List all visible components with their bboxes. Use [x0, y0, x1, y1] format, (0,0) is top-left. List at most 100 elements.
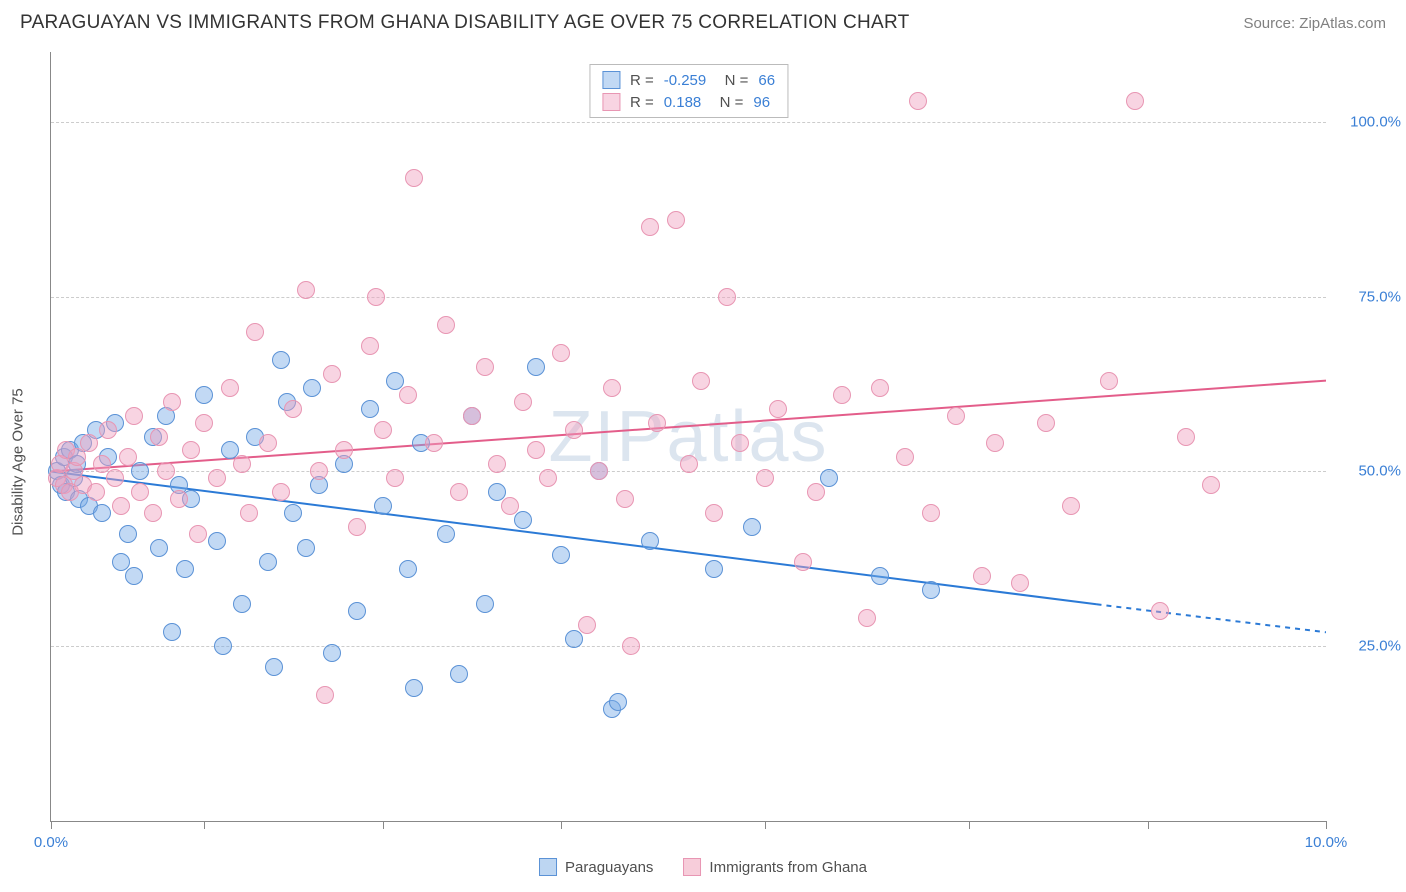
- data-point: [157, 462, 175, 480]
- legend-swatch-blue: [539, 858, 557, 876]
- plot-area: ZIPatlas R = -0.259 N = 66R = 0.188 N = …: [50, 52, 1326, 822]
- y-tick-label: 50.0%: [1331, 463, 1401, 480]
- stats-n-label: N =: [711, 94, 743, 111]
- legend-label-paraguayans: Paraguayans: [565, 859, 653, 876]
- data-point: [756, 469, 774, 487]
- data-point: [1151, 602, 1169, 620]
- data-point: [463, 407, 481, 425]
- data-point: [769, 400, 787, 418]
- stats-r-label: R =: [630, 94, 654, 111]
- data-point: [195, 386, 213, 404]
- data-point: [565, 630, 583, 648]
- data-point: [112, 497, 130, 515]
- chart-header: PARAGUAYAN VS IMMIGRANTS FROM GHANA DISA…: [0, 0, 1406, 42]
- data-point: [858, 609, 876, 627]
- x-tick: [969, 821, 970, 829]
- data-point: [144, 504, 162, 522]
- y-tick-label: 75.0%: [1331, 288, 1401, 305]
- data-point: [641, 218, 659, 236]
- data-point: [1177, 428, 1195, 446]
- data-point: [367, 288, 385, 306]
- data-point: [316, 686, 334, 704]
- data-point: [565, 421, 583, 439]
- chart-title: PARAGUAYAN VS IMMIGRANTS FROM GHANA DISA…: [20, 12, 910, 34]
- x-tick-label: 0.0%: [34, 834, 68, 851]
- legend-item-ghana: Immigrants from Ghana: [683, 858, 867, 876]
- data-point: [1126, 92, 1144, 110]
- data-point: [909, 92, 927, 110]
- data-point: [323, 644, 341, 662]
- data-point: [272, 351, 290, 369]
- data-point: [488, 455, 506, 473]
- data-point: [323, 365, 341, 383]
- data-point: [641, 532, 659, 550]
- data-point: [667, 211, 685, 229]
- data-point: [80, 434, 98, 452]
- chart-container: Disability Age Over 75 ZIPatlas R = -0.2…: [0, 42, 1406, 882]
- stats-r-label: R =: [630, 72, 654, 89]
- data-point: [125, 567, 143, 585]
- data-point: [297, 281, 315, 299]
- data-point: [233, 595, 251, 613]
- stats-swatch: [602, 71, 620, 89]
- data-point: [405, 679, 423, 697]
- stats-r-value: 0.188: [664, 94, 702, 111]
- data-point: [794, 553, 812, 571]
- data-point: [68, 448, 86, 466]
- y-tick-label: 25.0%: [1331, 638, 1401, 655]
- data-point: [896, 448, 914, 466]
- data-point: [131, 462, 149, 480]
- data-point: [718, 288, 736, 306]
- data-point: [616, 490, 634, 508]
- data-point: [119, 525, 137, 543]
- data-point: [335, 441, 353, 459]
- x-tick: [765, 821, 766, 829]
- data-point: [622, 637, 640, 655]
- data-point: [150, 539, 168, 557]
- data-point: [705, 504, 723, 522]
- x-tick-label: 10.0%: [1305, 834, 1348, 851]
- data-point: [947, 407, 965, 425]
- data-point: [361, 400, 379, 418]
- data-point: [807, 483, 825, 501]
- data-point: [871, 379, 889, 397]
- data-point: [182, 441, 200, 459]
- gridline: [51, 122, 1326, 123]
- data-point: [1100, 372, 1118, 390]
- data-point: [590, 462, 608, 480]
- x-tick: [204, 821, 205, 829]
- x-tick: [1148, 821, 1149, 829]
- data-point: [119, 448, 137, 466]
- data-point: [163, 623, 181, 641]
- data-point: [552, 344, 570, 362]
- source-label: Source: ZipAtlas.com: [1243, 15, 1386, 32]
- data-point: [150, 428, 168, 446]
- gridline: [51, 297, 1326, 298]
- data-point: [284, 504, 302, 522]
- data-point: [208, 532, 226, 550]
- data-point: [106, 469, 124, 487]
- data-point: [743, 518, 761, 536]
- data-point: [240, 504, 258, 522]
- data-point: [195, 414, 213, 432]
- data-point: [603, 379, 621, 397]
- data-point: [922, 581, 940, 599]
- data-point: [1011, 574, 1029, 592]
- data-point: [348, 518, 366, 536]
- data-point: [527, 441, 545, 459]
- data-point: [450, 483, 468, 501]
- x-tick: [51, 821, 52, 829]
- data-point: [272, 483, 290, 501]
- data-point: [833, 386, 851, 404]
- data-point: [163, 393, 181, 411]
- stats-row: R = 0.188 N = 96: [598, 91, 779, 113]
- legend-swatch-pink: [683, 858, 701, 876]
- stats-legend-box: R = -0.259 N = 66R = 0.188 N = 96: [589, 64, 788, 118]
- bottom-legend: Paraguayans Immigrants from Ghana: [539, 858, 867, 876]
- data-point: [705, 560, 723, 578]
- data-point: [386, 469, 404, 487]
- data-point: [501, 497, 519, 515]
- y-tick-label: 100.0%: [1331, 113, 1401, 130]
- data-point: [348, 602, 366, 620]
- data-point: [284, 400, 302, 418]
